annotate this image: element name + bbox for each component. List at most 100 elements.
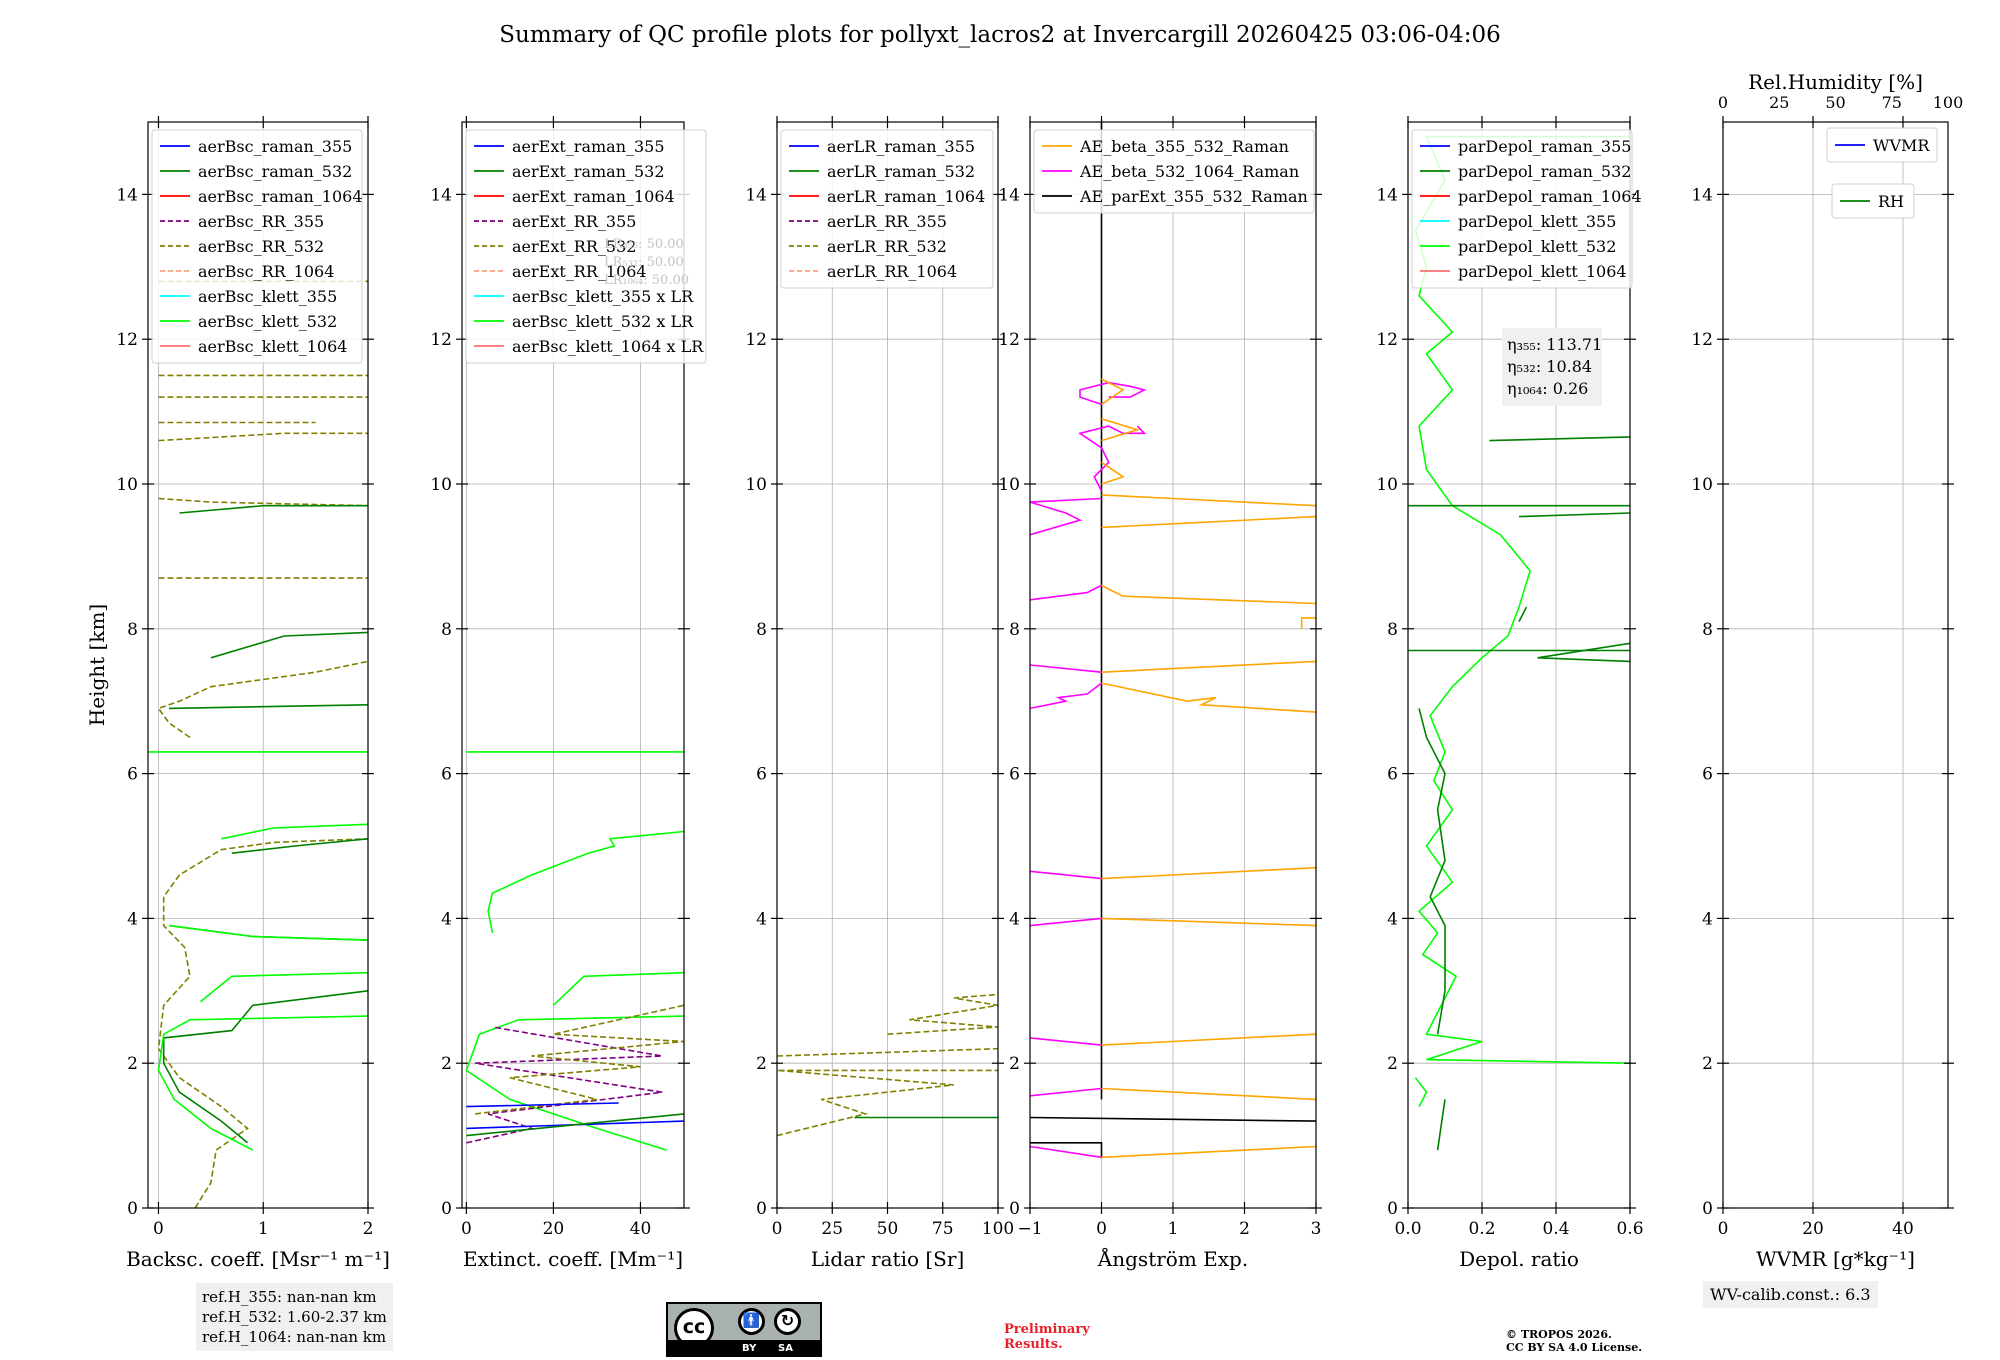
legend-label: aerExt_RR_355	[512, 212, 636, 231]
series-aerBsc_klett_532	[199, 971, 368, 1003]
y-tick-label: 10	[116, 475, 138, 495]
series-AE_beta_355_532_Raman	[1300, 617, 1316, 629]
x-tick-label: 40	[630, 1219, 652, 1239]
legend-label: aerBsc_RR_355	[198, 212, 324, 231]
series-aerBsc_raman_532	[168, 704, 368, 710]
series-aerBsc_raman_532	[162, 990, 368, 1144]
legend-label: parDepol_raman_355	[1458, 137, 1631, 156]
legend-label: aerLR_raman_1064	[827, 187, 985, 206]
series-aerLR_RR_532	[777, 1069, 998, 1137]
legend: aerBsc_raman_355 aerBsc_raman_532 aerBsc_r…	[151, 129, 363, 364]
top-x-axis-label: Rel.Humidity [%]	[1748, 70, 1923, 94]
y-tick-label: 4	[127, 909, 138, 929]
y-tick-label: 0	[441, 1199, 452, 1219]
figure-title: Summary of QC profile plots for pollyxt_…	[499, 22, 1501, 48]
series-AE_beta_532_1064_Raman	[1030, 664, 1102, 673]
series-aerBsc_klett_532	[157, 1015, 368, 1151]
y-tick-label: 12	[1376, 330, 1398, 350]
x-tick-label: 25	[821, 1219, 843, 1239]
y-tick-label: 14	[116, 185, 138, 205]
panel-water_vapor: 0 2 4 6 8 10 12 14 0 20 40 WVMR [g*kg⁻¹] 0 25 50 75 100 R…	[1691, 70, 1963, 1271]
y-tick-label: 2	[1387, 1054, 1398, 1074]
legend-label: aerExt_raman_355	[512, 137, 665, 156]
legend-rh: RH	[1831, 183, 1915, 219]
x-tick-label: 75	[932, 1219, 954, 1239]
x-tick-label: 0	[772, 1219, 783, 1239]
legend-box	[465, 129, 707, 364]
y-tick-label: 8	[756, 620, 767, 640]
y-tick-label: 4	[1702, 909, 1713, 929]
legend-label: aerLR_raman_355	[827, 137, 975, 156]
series-AE_beta_532_1064_Raman	[1030, 1037, 1102, 1046]
x-tick-label: 0	[153, 1219, 164, 1239]
series-aerBsc_klett_532 x LR	[552, 971, 684, 1006]
y-tick-label: 6	[1387, 765, 1398, 785]
y-tick-label: 8	[1009, 620, 1020, 640]
x-tick-label: 0.0	[1394, 1219, 1421, 1239]
legend-label: aerBsc_klett_355 x LR	[512, 287, 694, 306]
legend-label: AE_parExt_355_532_Raman	[1079, 187, 1308, 206]
y-tick-label: 2	[756, 1054, 767, 1074]
series-aerBsc_klett_532	[168, 924, 368, 941]
wv-calibration-box: WV-calib.const.: 6.3	[1703, 1281, 1878, 1308]
top-x-tick-label: 0	[1718, 93, 1728, 112]
y-tick-label: 4	[441, 909, 452, 929]
cc-by-sa-license-badge[interactable]: cc 🚹 ↻ BY SA	[666, 1302, 822, 1357]
y-tick-label: 10	[745, 475, 767, 495]
legend-label: aerLR_RR_355	[827, 212, 947, 231]
legend-box	[151, 129, 363, 364]
series-aerBsc_raman_532	[179, 504, 368, 514]
y-tick-label: 10	[1691, 475, 1713, 495]
x-tick-label: 20	[1802, 1219, 1824, 1239]
share-alike-icon: ↻	[774, 1308, 801, 1335]
x-tick-label: 0.6	[1616, 1219, 1643, 1239]
axes-frame	[1722, 121, 1949, 1209]
legend-label: aerBsc_klett_1064	[198, 337, 347, 356]
y-tick-label: 14	[1376, 185, 1398, 205]
legend-label: aerExt_raman_1064	[512, 187, 675, 206]
legend-label: aerBsc_klett_532	[198, 312, 337, 331]
series-aerBsc_klett_532 x LR	[487, 830, 684, 934]
series-AE_beta_355_532_Raman	[1101, 917, 1316, 927]
y-tick-label: 0	[1702, 1199, 1713, 1219]
panel-lidar_ratio: 0 2 4 6 8 10 12 14 0 25 50 75 100 Lidar ratio [Sr] aer…	[745, 116, 1014, 1271]
y-tick-label: 0	[127, 1199, 138, 1219]
y-tick-label: 2	[1702, 1054, 1713, 1074]
lidar-ratio-annotation: LR₅₃₂: 50.00	[604, 255, 684, 270]
panel-extinction: 0 2 4 6 8 10 12 14 0 20 40 Extinct. coeff. [Mm⁻¹] ae…	[430, 116, 707, 1271]
legend-box	[1831, 183, 1915, 219]
y-tick-label: 8	[1702, 620, 1713, 640]
y-tick-label: 10	[998, 475, 1020, 495]
series-AE_beta_532_1064_Raman	[1030, 1145, 1102, 1159]
license-by-label: BY	[742, 1343, 757, 1354]
legend-label: parDepol_klett_532	[1458, 237, 1616, 256]
y-tick-label: 0	[1009, 1199, 1020, 1219]
legend-label: aerLR_RR_1064	[827, 262, 957, 281]
series-parDepol_raman_532	[1537, 642, 1630, 663]
y-tick-label: 6	[1009, 765, 1020, 785]
series-AE_beta_532_1064_Raman	[1030, 584, 1102, 601]
y-tick-label: 12	[116, 330, 138, 350]
y-tick-label: 14	[745, 185, 767, 205]
panel-depolarization: 0 2 4 6 8 10 12 14 0.0 0.2 0.4 0.6 Depol. ratio parDe…	[1376, 116, 1644, 1271]
legend-label: aerLR_RR_532	[827, 237, 947, 256]
legend-box	[1033, 129, 1315, 214]
axes-frame	[147, 121, 369, 1209]
series-AE_beta_532_1064_Raman	[1030, 1087, 1102, 1097]
series-group	[148, 280, 368, 1208]
x-tick-label: 0	[461, 1219, 472, 1239]
x-tick-label: 40	[1892, 1219, 1914, 1239]
series-AE_beta_355_532_Raman	[1101, 682, 1316, 713]
x-tick-label: 0.2	[1468, 1219, 1495, 1239]
y-tick-label: 6	[441, 765, 452, 785]
legend-label: aerBsc_raman_355	[198, 137, 352, 156]
legend-label: aerExt_raman_532	[512, 162, 665, 181]
series-AE_beta_355_532_Raman	[1101, 1145, 1316, 1159]
series-AE_beta_355_532_Raman	[1101, 378, 1125, 406]
x-tick-label: 1	[258, 1219, 269, 1239]
series-parDepol_raman_532	[1436, 1099, 1446, 1151]
series-group	[465, 751, 684, 1151]
legend: AE_beta_355_532_Raman AE_beta_532_1064_Ra…	[1033, 129, 1315, 214]
